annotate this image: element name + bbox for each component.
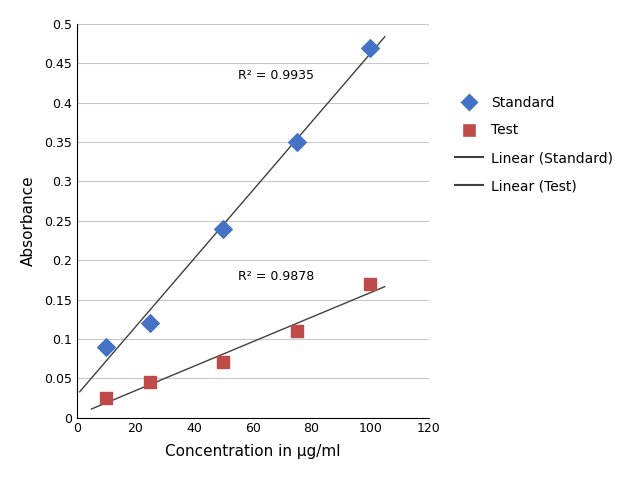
Y-axis label: Absorbance: Absorbance xyxy=(20,176,36,266)
Text: R² = 0.9935: R² = 0.9935 xyxy=(238,69,314,82)
Point xyxy=(101,394,111,402)
Point xyxy=(218,225,228,232)
Point xyxy=(292,138,302,146)
Point xyxy=(218,359,228,366)
Legend: Standard, Test, Linear (Standard), Linear (Test): Standard, Test, Linear (Standard), Linea… xyxy=(450,90,619,199)
Point xyxy=(145,319,156,327)
Point xyxy=(365,44,375,51)
Text: R² = 0.9878: R² = 0.9878 xyxy=(238,270,314,283)
Point xyxy=(101,343,111,350)
Point xyxy=(292,327,302,335)
X-axis label: Concentration in μg/ml: Concentration in μg/ml xyxy=(165,444,340,459)
Point xyxy=(365,280,375,288)
Point xyxy=(145,378,156,386)
